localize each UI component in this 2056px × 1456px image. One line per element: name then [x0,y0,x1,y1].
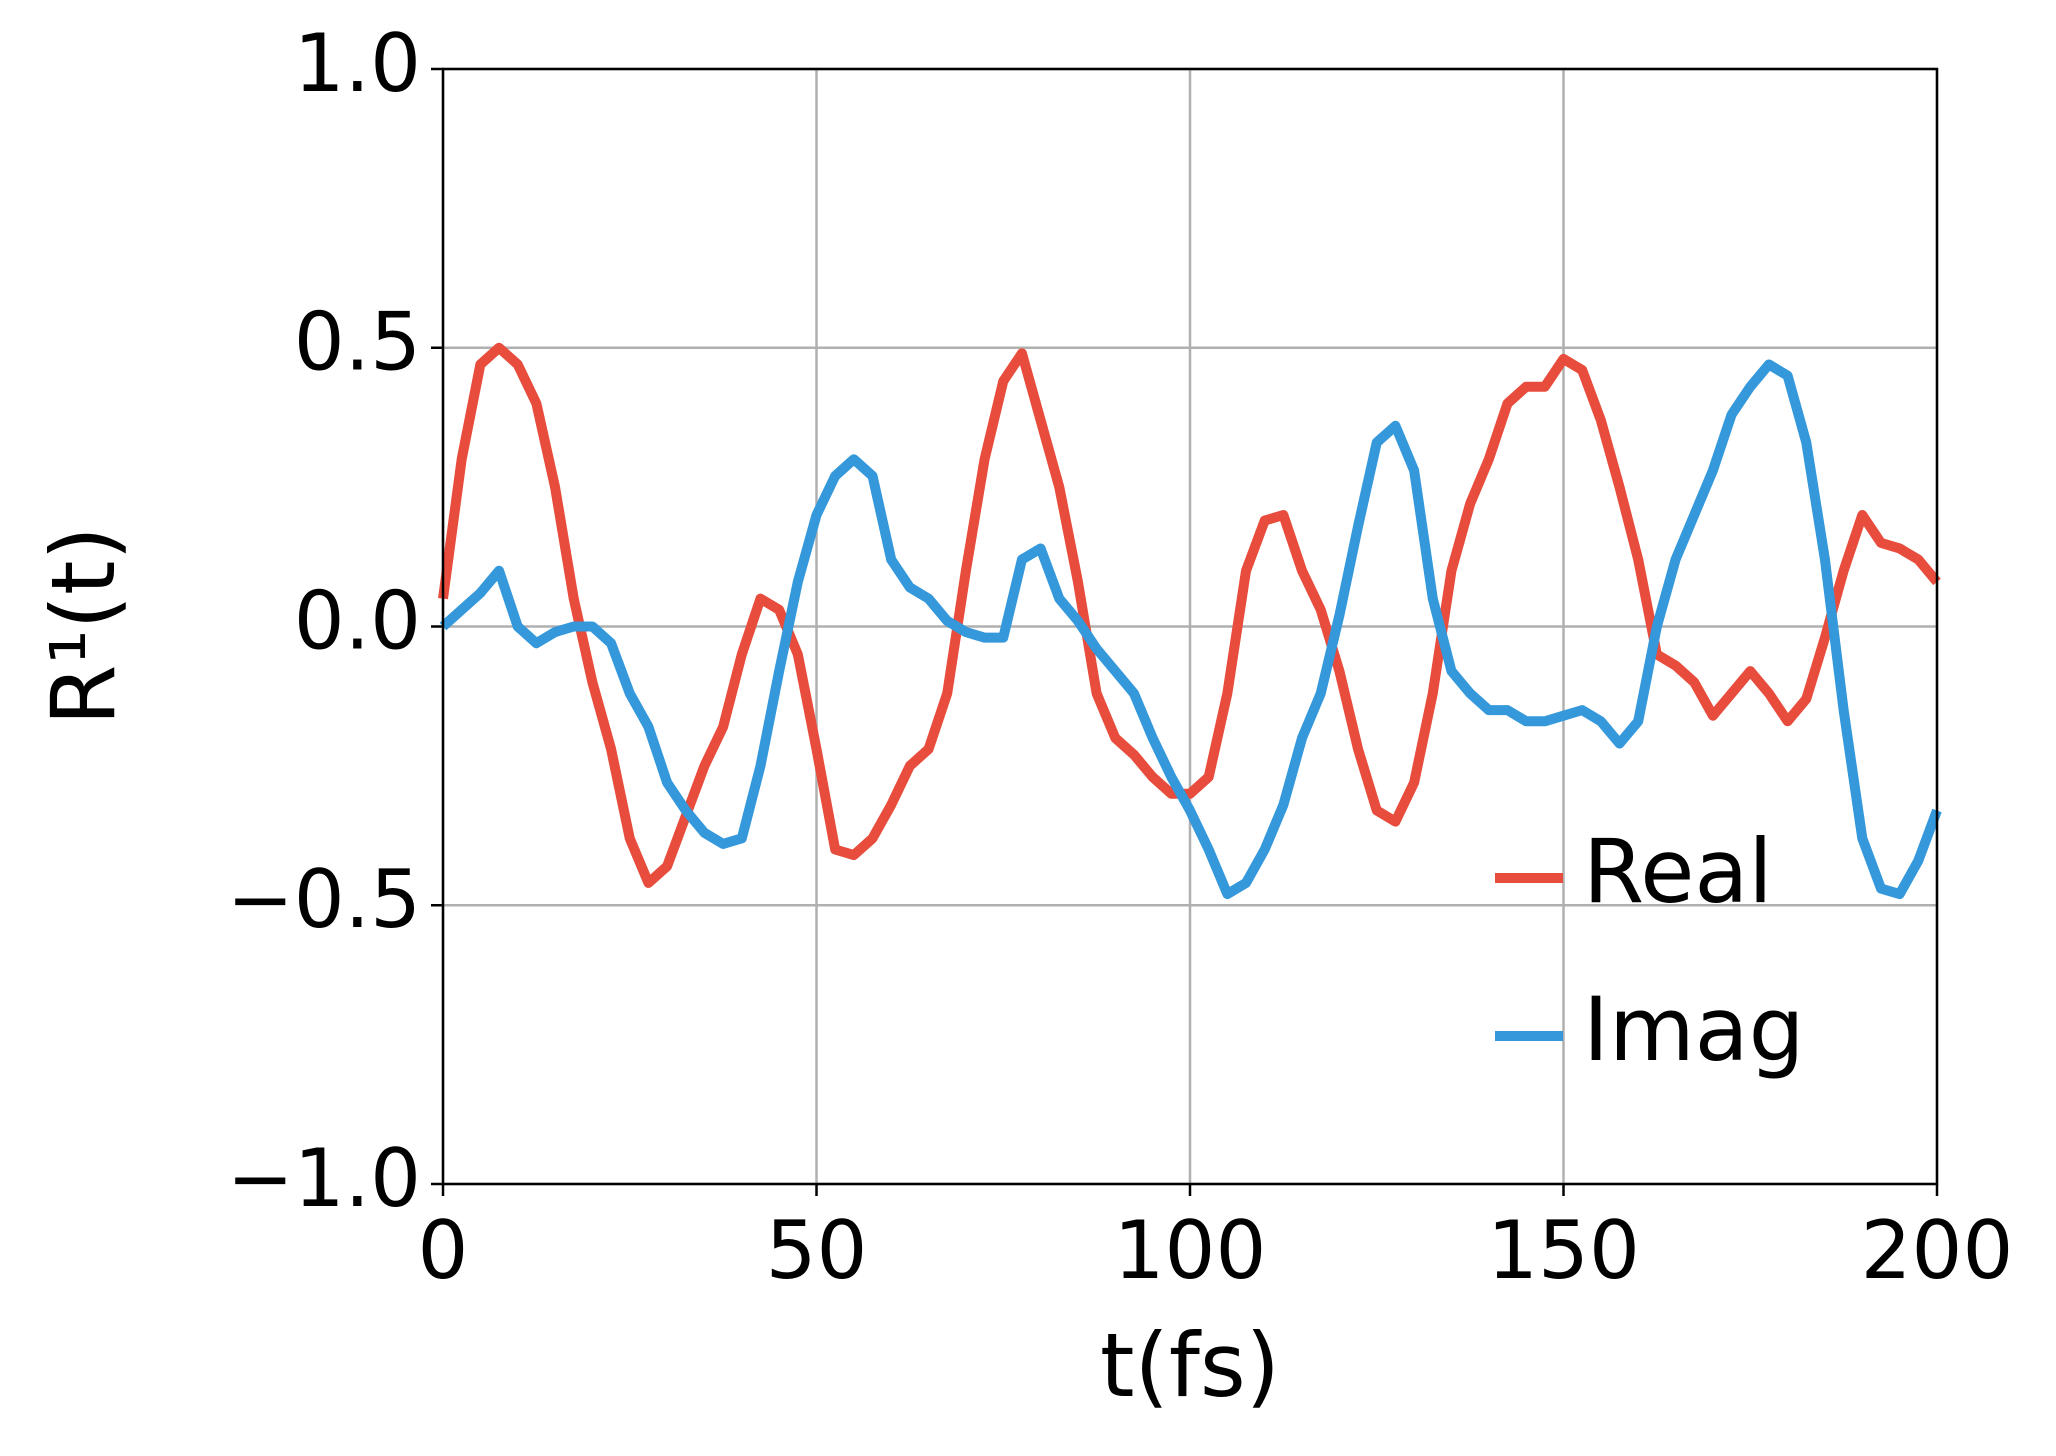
x-tick-label: 50 [766,1204,868,1297]
data-line [438,342,1941,888]
y-axis-label: R¹(t) [32,526,135,726]
x-tick-label: 200 [1861,1204,2014,1297]
y-tick-label: 1.0 [294,17,421,110]
y-tick-label: −1.0 [227,1132,421,1225]
plot-frame [441,67,1939,1186]
x-tick-label: 100 [1114,1204,1267,1297]
y-tick-label: 0.5 [294,296,421,389]
y-tick-label: −0.5 [227,853,421,946]
y-tick-label: 0.0 [294,574,421,667]
data-line [439,359,1942,900]
x-axis-label: t(fs) [1100,1314,1280,1417]
x-tick-label: 0 [418,1204,469,1297]
x-tick-label: 150 [1487,1204,1640,1297]
legend-label: Real [1583,820,1773,923]
legend-label: Imag [1583,978,1804,1081]
